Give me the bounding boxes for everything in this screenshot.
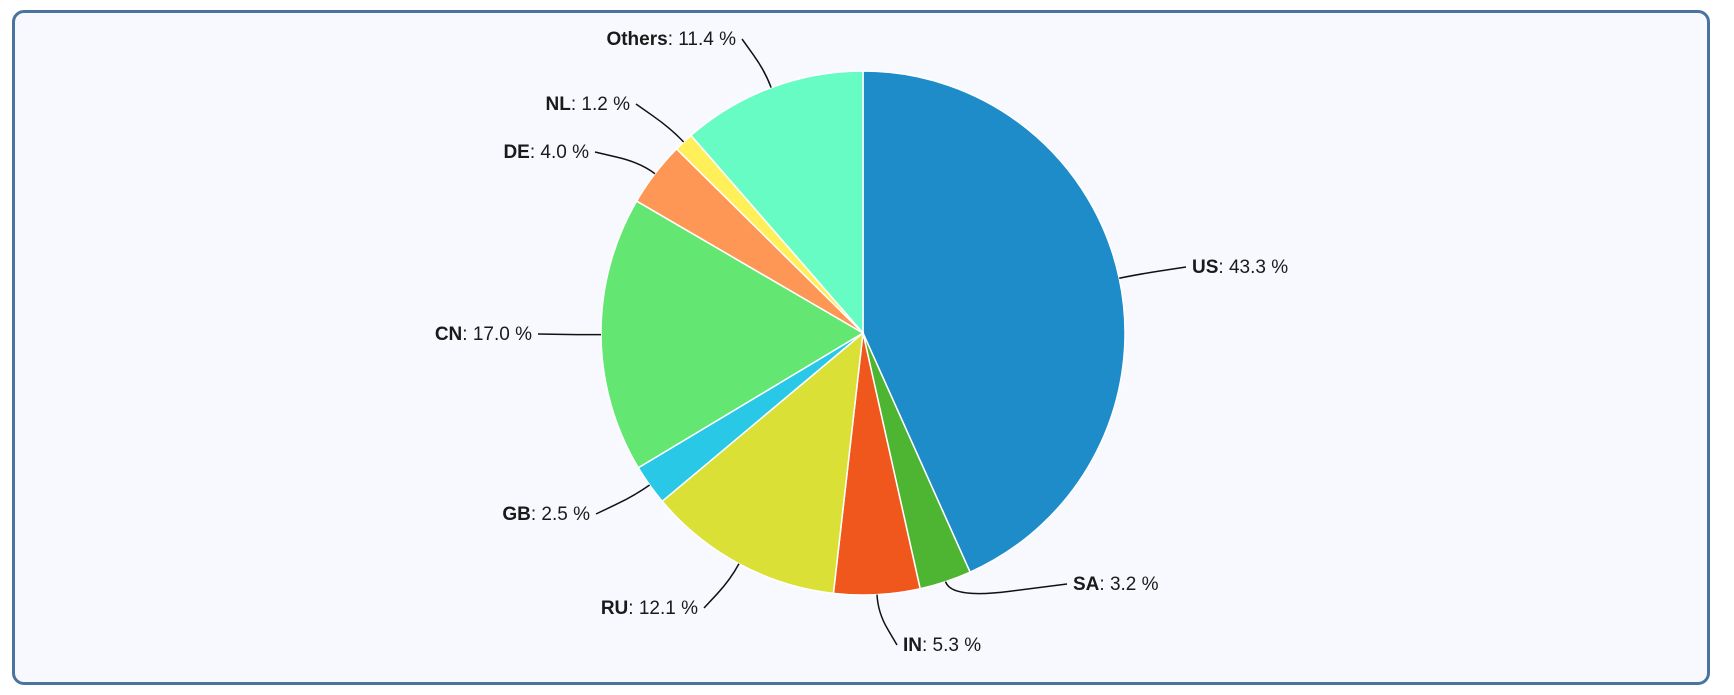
leader-line-gb [595,484,651,515]
pie-slice-others[interactable] [689,70,864,336]
slice-label-category: NL [546,94,572,115]
slice-label-others: Others: 11.4 % [606,29,736,50]
slice-label-category: CN [435,324,462,345]
leader-line-ru [703,563,740,609]
slice-label-cn: CN: 17.0 % [435,324,532,345]
leader-lines [537,38,1187,646]
slice-label-value: : 2.5 % [531,504,590,525]
pie-slice-us[interactable] [862,70,1126,574]
slice-label-nl: NL: 1.2 % [546,94,631,115]
slice-label-value: : 11.4 % [668,29,736,50]
slice-label-category: GB [502,504,531,525]
slice-label-value: : 1.2 % [571,94,630,115]
slice-label-value: : 5.3 % [922,635,981,656]
slice-label-value: : 12.1 % [628,598,698,619]
slice-label-value: : 3.2 % [1099,574,1158,595]
slice-label-category: SA [1073,574,1100,595]
leader-line-sa [944,581,1068,595]
slice-label-value: : 17.0 % [462,324,532,345]
slice-label-category: US [1192,257,1218,278]
slice-labels: US: 43.3 % SA: 3.2 % IN: 5.3 % RU: 12.1 % GB… [435,29,1288,656]
slice-label-value: : 43.3 % [1218,257,1288,278]
leader-line-us [1119,266,1187,279]
slice-label-category: RU [601,598,628,619]
slice-label-gb: GB: 2.5 % [502,504,590,525]
leader-line-cn [537,333,602,336]
slice-label-de: DE: 4.0 % [503,142,589,163]
slice-label-category: DE [503,142,529,163]
leader-line-de [594,151,656,175]
slice-label-value: : 4.0 % [530,142,589,163]
slice-label-us: US: 43.3 % [1192,257,1288,278]
slice-label-sa: SA: 3.2 % [1073,574,1159,595]
slice-label-category: Others [606,29,667,50]
slice-label-in: IN: 5.3 % [903,635,981,656]
slice-label-category: IN [903,635,922,656]
leader-line-in [876,594,898,646]
pie-slice-ru[interactable] [661,331,864,595]
pie-slices [600,70,1126,596]
slice-label-ru: RU: 12.1 % [601,598,698,619]
pie-slice-cn[interactable] [600,200,865,469]
leader-line-nl [635,103,685,143]
leader-line-others [741,38,772,88]
